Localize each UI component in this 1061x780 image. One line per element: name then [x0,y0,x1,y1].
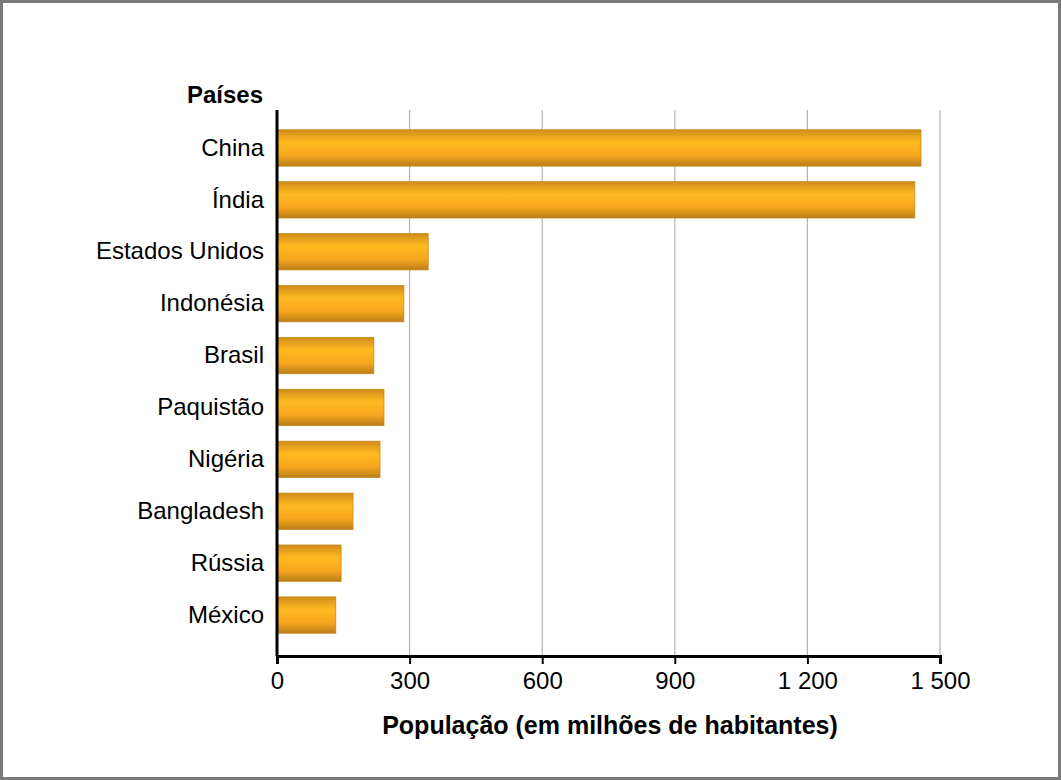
y-tick: Indonésia [160,289,265,316]
x-axis-title: População (em milhões de habitantes) [382,711,838,739]
x-tick-label: 0 [271,667,284,694]
x-tick-mark [277,656,279,664]
x-tick-label: 1 200 [778,667,838,694]
y-axis: China Índia Estados Unidos Indonésia Brasil P… [96,110,277,656]
x-tick-mark [940,656,942,664]
bar [277,285,404,321]
y-tick: Bangladesh [137,497,264,524]
frame [2,2,1060,779]
bar [277,493,353,529]
bar [277,130,921,166]
bar [277,234,428,270]
x-tick: 1 500 [910,656,970,694]
y-tick-label: Nigéria [188,445,265,472]
bar [277,337,374,373]
y-tick-label: Índia [212,186,265,213]
y-tick: Rússia [191,549,265,576]
bar [277,441,380,477]
x-tick-label: 900 [655,667,695,694]
y-tick-label: China [201,134,264,161]
x-tick: 300 [390,656,430,694]
x-tick-mark [409,656,411,664]
grid-line [276,110,277,656]
x-axis: 0 300 600 900 1 200 1 500 [271,656,971,694]
y-tick: México [188,601,264,628]
y-tick: Paquistão [157,393,264,420]
y-tick-label: México [188,601,264,628]
x-tick: 900 [655,656,695,694]
y-axis-line [276,110,279,656]
chart: 0 300 600 900 1 200 1 500 China Índia Estados Un… [0,0,1061,780]
y-tick-label: Paquistão [157,393,264,420]
bar [277,597,336,633]
x-tick-label: 600 [523,667,563,694]
x-tick-label: 1 500 [910,667,970,694]
x-tick-mark [542,656,544,664]
x-axis-line [278,657,941,665]
bar [277,389,384,425]
y-tick: Estados Unidos [96,237,264,264]
x-tick-label: 300 [390,667,430,694]
y-tick-label: Brasil [204,341,264,368]
y-tick-label: Rússia [191,549,265,576]
y-tick: Índia [212,186,265,213]
y-tick: Brasil [204,341,264,368]
y-tick-label: Indonésia [160,289,265,316]
grid [277,110,940,656]
x-tick-mark [674,656,676,664]
y-tick-label: Bangladesh [137,497,264,524]
x-tick: 600 [523,656,563,694]
y-tick: Nigéria [188,445,265,472]
bar [277,182,915,218]
x-tick: 0 [271,656,284,694]
bars [277,130,921,633]
grid-line [939,110,940,656]
y-axis-title: Países [187,81,263,108]
x-tick-mark [807,656,809,664]
y-tick: China [201,134,264,161]
bar [277,545,341,581]
y-tick-label: Estados Unidos [96,237,264,264]
x-tick: 1 200 [778,656,838,694]
